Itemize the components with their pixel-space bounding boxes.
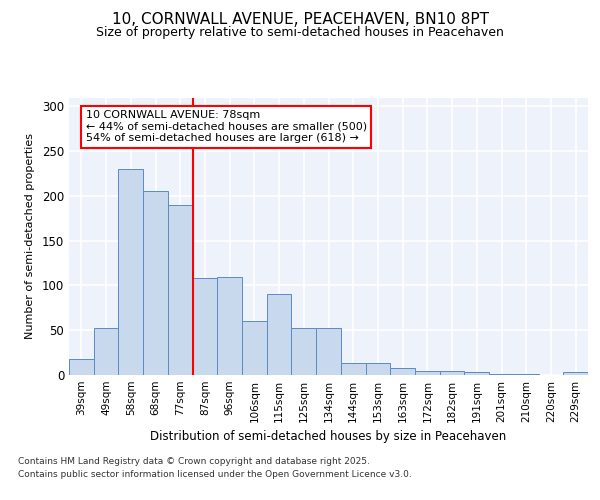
Bar <box>267 294 292 375</box>
Bar <box>193 278 217 375</box>
Y-axis label: Number of semi-detached properties: Number of semi-detached properties <box>25 133 35 339</box>
Bar <box>292 328 316 375</box>
Bar <box>563 372 588 375</box>
Bar <box>94 328 118 375</box>
Bar <box>118 169 143 375</box>
Text: Contains HM Land Registry data © Crown copyright and database right 2025.: Contains HM Land Registry data © Crown c… <box>18 458 370 466</box>
Text: 10, CORNWALL AVENUE, PEACEHAVEN, BN10 8PT: 10, CORNWALL AVENUE, PEACEHAVEN, BN10 8P… <box>112 12 488 28</box>
Bar <box>168 205 193 375</box>
Bar <box>365 364 390 375</box>
Text: 10 CORNWALL AVENUE: 78sqm
← 44% of semi-detached houses are smaller (500)
54% of: 10 CORNWALL AVENUE: 78sqm ← 44% of semi-… <box>86 110 367 143</box>
Bar <box>242 322 267 375</box>
X-axis label: Distribution of semi-detached houses by size in Peacehaven: Distribution of semi-detached houses by … <box>151 430 506 444</box>
Text: Size of property relative to semi-detached houses in Peacehaven: Size of property relative to semi-detach… <box>96 26 504 39</box>
Bar <box>69 359 94 375</box>
Bar <box>143 192 168 375</box>
Bar <box>341 364 365 375</box>
Bar <box>464 372 489 375</box>
Bar <box>390 368 415 375</box>
Text: Contains public sector information licensed under the Open Government Licence v3: Contains public sector information licen… <box>18 470 412 479</box>
Bar <box>415 370 440 375</box>
Bar <box>489 374 514 375</box>
Bar <box>217 276 242 375</box>
Bar <box>440 370 464 375</box>
Bar <box>514 374 539 375</box>
Bar <box>316 328 341 375</box>
